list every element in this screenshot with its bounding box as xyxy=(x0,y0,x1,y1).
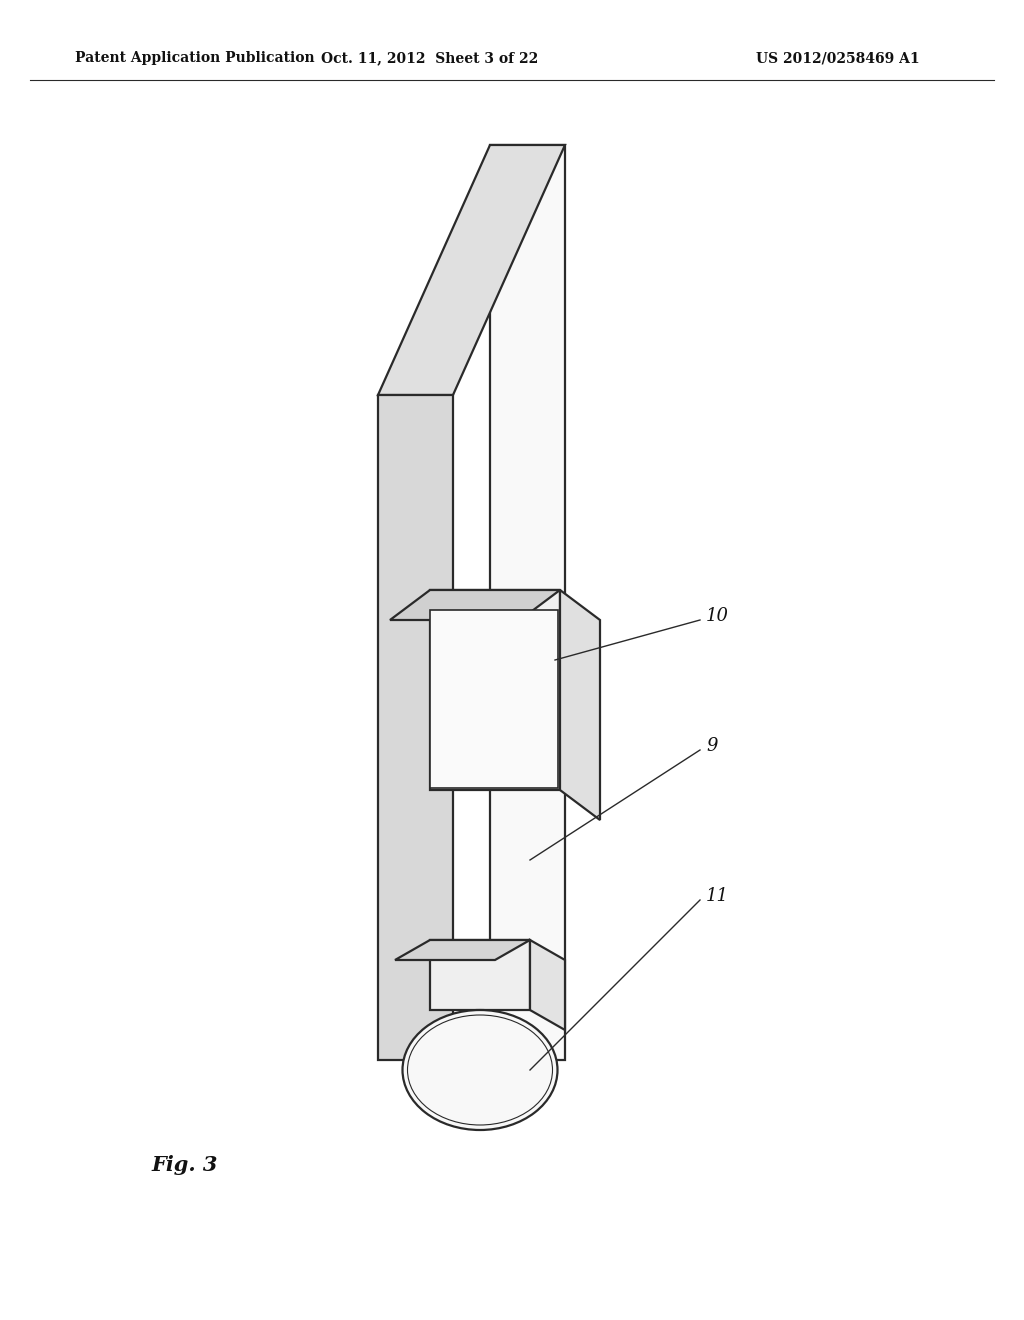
Polygon shape xyxy=(560,590,600,820)
Polygon shape xyxy=(395,940,530,960)
Ellipse shape xyxy=(402,1010,557,1130)
Text: 10: 10 xyxy=(706,607,729,624)
Polygon shape xyxy=(430,940,530,1010)
Text: 11: 11 xyxy=(706,887,729,906)
Text: US 2012/0258469 A1: US 2012/0258469 A1 xyxy=(757,51,920,65)
Text: Oct. 11, 2012  Sheet 3 of 22: Oct. 11, 2012 Sheet 3 of 22 xyxy=(322,51,539,65)
Polygon shape xyxy=(430,590,560,789)
Polygon shape xyxy=(378,395,453,1060)
Polygon shape xyxy=(390,590,560,620)
Polygon shape xyxy=(530,940,565,1030)
Text: Fig. 3: Fig. 3 xyxy=(152,1155,218,1175)
Polygon shape xyxy=(490,145,565,1060)
Text: Patent Application Publication: Patent Application Publication xyxy=(75,51,314,65)
Polygon shape xyxy=(430,610,558,788)
Polygon shape xyxy=(378,145,565,395)
Text: 9: 9 xyxy=(706,737,718,755)
